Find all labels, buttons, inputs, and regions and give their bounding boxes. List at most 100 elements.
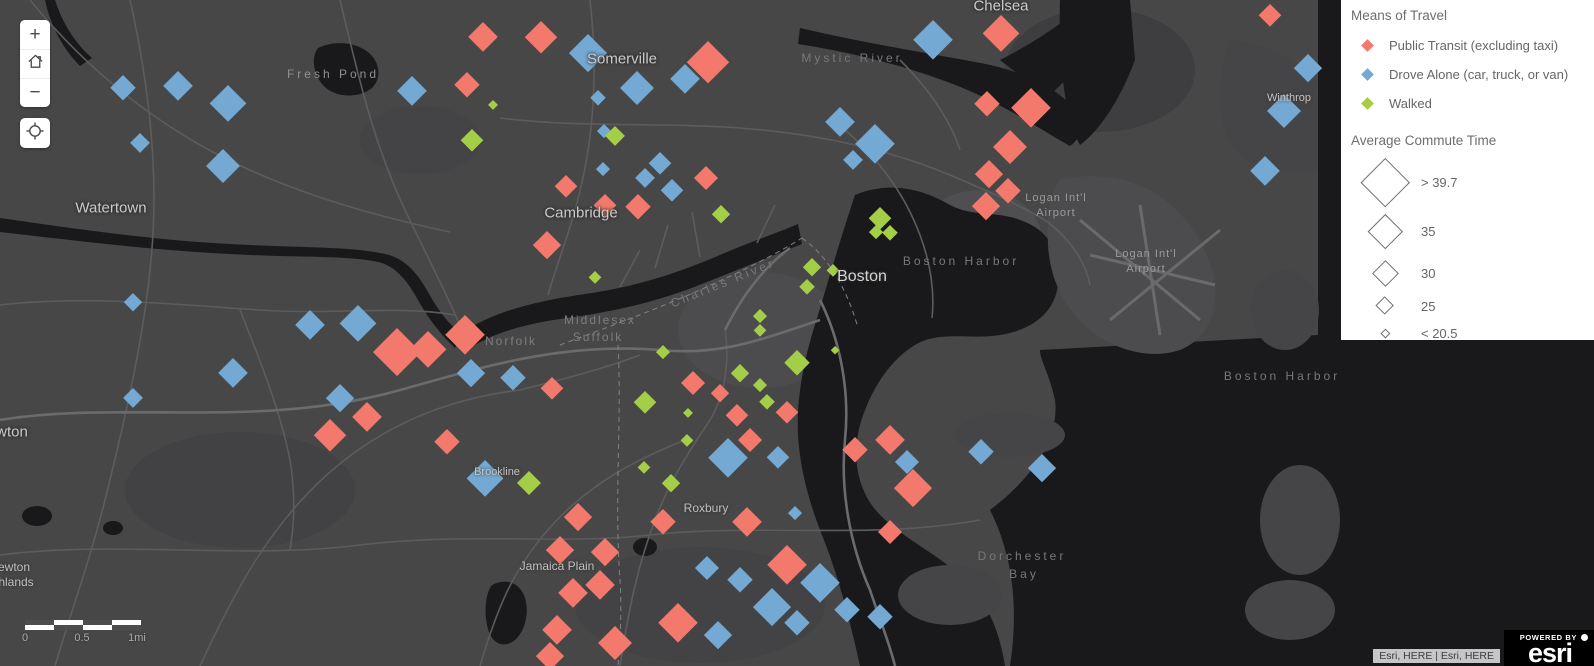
map-marker-drove-alone[interactable] (833, 596, 861, 624)
map-marker-walked[interactable] (682, 407, 694, 419)
map-marker-drove-alone[interactable] (825, 107, 855, 137)
map-marker-transit[interactable] (975, 160, 1003, 188)
map-marker-transit[interactable] (1010, 87, 1052, 129)
map-marker-transit[interactable] (994, 177, 1022, 205)
map-marker-drove-alone[interactable] (209, 84, 247, 122)
zoom-out-button[interactable]: − (20, 78, 50, 107)
map-marker-drove-alone[interactable] (1267, 94, 1301, 128)
map-marker-drove-alone[interactable] (726, 566, 754, 594)
map-marker-walked[interactable] (588, 270, 602, 284)
map-marker-walked[interactable] (830, 345, 840, 355)
map-marker-drove-alone[interactable] (783, 609, 811, 637)
map-marker-drove-alone[interactable] (457, 359, 485, 387)
map-marker-walked[interactable] (753, 323, 767, 337)
map-marker-transit[interactable] (657, 602, 699, 644)
map-marker-transit[interactable] (598, 626, 632, 660)
map-marker-transit[interactable] (775, 400, 799, 424)
map-marker-drove-alone[interactable] (843, 150, 863, 170)
map-marker-walked[interactable] (731, 364, 749, 382)
map-marker-transit[interactable] (352, 402, 382, 432)
map-marker-transit[interactable] (533, 231, 561, 259)
map-marker-transit[interactable] (564, 503, 592, 531)
map-marker-drove-alone[interactable] (1250, 156, 1280, 186)
map-marker-drove-alone[interactable] (124, 293, 142, 311)
map-marker-walked[interactable] (753, 309, 767, 323)
map-marker-transit[interactable] (468, 22, 498, 52)
map-marker-drove-alone[interactable] (163, 71, 193, 101)
map-marker-transit[interactable] (982, 14, 1020, 52)
map-marker-drove-alone[interactable] (596, 162, 610, 176)
map-marker-transit[interactable] (314, 419, 346, 451)
map-marker-transit[interactable] (433, 428, 461, 456)
map-marker-walked[interactable] (662, 474, 680, 492)
map-marker-drove-alone[interactable] (912, 19, 954, 61)
map-marker-walked[interactable] (759, 394, 775, 410)
map-marker-walked[interactable] (783, 349, 811, 377)
map-marker-drove-alone[interactable] (1294, 54, 1322, 82)
map-marker-drove-alone[interactable] (620, 71, 654, 105)
map-marker-drove-alone[interactable] (799, 562, 841, 604)
map-marker-walked[interactable] (712, 205, 730, 223)
map-marker-drove-alone[interactable] (130, 133, 150, 153)
map-marker-walked[interactable] (487, 99, 499, 111)
map-marker-transit[interactable] (585, 570, 615, 600)
map-marker-transit[interactable] (841, 436, 869, 464)
map-marker-walked[interactable] (803, 258, 821, 276)
map-marker-transit[interactable] (558, 578, 588, 608)
map-marker-drove-alone[interactable] (788, 506, 802, 520)
map-marker-transit[interactable] (542, 615, 572, 645)
map-marker-transit[interactable] (525, 21, 557, 53)
map-marker-transit[interactable] (725, 403, 749, 427)
map-marker-transit[interactable] (540, 376, 564, 400)
map-marker-drove-alone[interactable] (218, 358, 248, 388)
map-marker-transit[interactable] (453, 71, 481, 99)
map-marker-transit[interactable] (711, 384, 729, 402)
map-marker-transit[interactable] (875, 425, 905, 455)
map-marker-drove-alone[interactable] (326, 384, 354, 412)
map-marker-transit[interactable] (1258, 3, 1282, 27)
map-marker-drove-alone[interactable] (1028, 454, 1056, 482)
map-marker-drove-alone[interactable] (635, 168, 655, 188)
map-marker-drove-alone[interactable] (866, 603, 894, 631)
map-marker-walked[interactable] (680, 433, 694, 447)
zoom-in-button[interactable]: + (20, 20, 50, 49)
map-marker-walked[interactable] (460, 128, 484, 152)
map-marker-drove-alone[interactable] (123, 388, 143, 408)
map-marker-transit[interactable] (591, 538, 619, 566)
map-marker-walked[interactable] (516, 470, 542, 496)
locate-button[interactable] (20, 118, 50, 148)
map-marker-transit[interactable] (972, 192, 1000, 220)
map-marker-transit[interactable] (732, 507, 762, 537)
map-marker-walked[interactable] (656, 345, 670, 359)
map-marker-walked[interactable] (826, 263, 840, 277)
map-marker-walked[interactable] (637, 460, 651, 474)
map-marker-transit[interactable] (554, 174, 578, 198)
map-marker-transit[interactable] (624, 193, 652, 221)
map-marker-drove-alone[interactable] (967, 438, 995, 466)
map-marker-drove-alone[interactable] (295, 310, 325, 340)
map-marker-drove-alone[interactable] (339, 304, 377, 342)
map-marker-drove-alone[interactable] (660, 178, 684, 202)
map-marker-drove-alone[interactable] (499, 364, 527, 392)
map-marker-drove-alone[interactable] (648, 151, 672, 175)
map-marker-transit[interactable] (973, 90, 1001, 118)
map-marker-transit[interactable] (737, 427, 763, 453)
map-marker-transit[interactable] (680, 370, 706, 396)
map-marker-drove-alone[interactable] (466, 459, 504, 497)
map-marker-drove-alone[interactable] (397, 76, 427, 106)
map-marker-walked[interactable] (799, 279, 815, 295)
map-marker-transit[interactable] (877, 519, 903, 545)
map-marker-drove-alone[interactable] (568, 33, 608, 73)
map-marker-walked[interactable] (633, 390, 657, 414)
map-marker-walked[interactable] (882, 225, 898, 241)
map-marker-transit[interactable] (649, 508, 677, 536)
map-marker-transit[interactable] (893, 468, 933, 508)
map-marker-drove-alone[interactable] (206, 149, 240, 183)
map-marker-transit[interactable] (536, 642, 564, 666)
map-marker-transit[interactable] (593, 193, 617, 217)
map-marker-transit[interactable] (444, 314, 486, 356)
map-marker-drove-alone[interactable] (694, 555, 720, 581)
map-marker-drove-alone[interactable] (109, 74, 137, 102)
map-marker-transit[interactable] (993, 130, 1027, 164)
map-marker-walked[interactable] (753, 378, 767, 392)
